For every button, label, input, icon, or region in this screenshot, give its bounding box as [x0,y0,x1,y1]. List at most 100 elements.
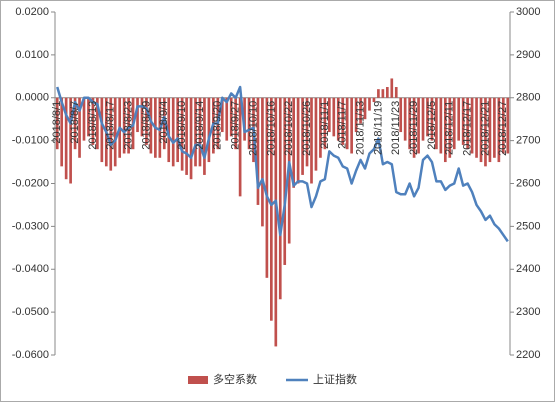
y-tick-label: -0.0400 [12,263,49,275]
bar [100,97,104,163]
x-tick-label: 2018/10/16 [265,101,277,156]
bar [354,97,358,133]
x-tick-label: 2018/8/23 [123,101,135,150]
bar [319,97,322,158]
bar [332,97,336,137]
bar [220,97,224,133]
y-tick-label: -0.0600 [12,349,49,361]
bar [109,97,113,171]
legend-label: 多空系数 [213,372,257,386]
bar [283,97,287,265]
bar [256,97,260,205]
bar [461,97,465,145]
x-tick-label: 2018/8/7 [69,101,81,144]
bar [73,97,77,150]
bar [261,97,264,227]
bar [394,87,398,98]
x-tick-label: 2018/12/5 [426,101,438,150]
bar [417,97,420,154]
bar [87,97,90,137]
bar [145,97,148,145]
bar [310,97,313,184]
bar [96,97,99,150]
bar [149,97,153,154]
bar [64,97,68,180]
y2-tick-label: 3000 [516,6,540,18]
bar [189,97,193,180]
y2-tick-label: 2900 [516,49,540,61]
x-tick-label: 2018/8/13 [87,101,99,150]
y2-tick-label: 2300 [516,306,540,318]
bar [136,97,139,133]
bar [377,89,380,98]
bar [140,97,144,137]
bar [421,97,425,141]
bar [403,97,407,141]
bar [479,97,483,163]
x-tick-label: 2018/12/21 [479,101,491,156]
bar [234,97,237,150]
y2-tick-label: 2600 [516,177,540,189]
bar [408,97,411,150]
bar [475,97,478,158]
bar [113,97,117,167]
bar [368,97,371,111]
bar [390,78,394,98]
x-tick-label: 2018/8/29 [140,101,152,150]
bar [247,97,251,150]
x-tick-label: 2018/11/1 [319,101,331,149]
bar [270,97,273,321]
x-tick-label: 2018/9/10 [176,101,188,150]
bar [274,97,278,347]
bar [501,97,505,154]
bar [198,97,202,167]
bar [328,97,331,133]
x-tick-label: 2018/10/22 [283,101,295,156]
x-tick-label: 2018/8/17 [105,101,117,150]
bar [122,97,126,154]
y2-tick-label: 2400 [516,263,540,275]
bar [412,97,416,158]
x-tick-label: 2018/9/27 [230,101,242,150]
bar [167,97,171,163]
bar [180,97,184,171]
bar [443,97,447,163]
x-tick-label: 2018/8/1 [51,101,63,144]
x-tick-label: 2018/11/29 [408,101,420,155]
bar [55,97,59,150]
bar [493,97,496,158]
bar [399,97,403,133]
bar [430,97,434,141]
bar [60,97,64,167]
bar [207,97,211,163]
bar [359,97,362,124]
bar [296,97,300,184]
y2-tick-label: 2200 [516,349,540,361]
x-tick-label: 2018/11/19 [372,101,384,155]
bar [336,97,340,141]
bar [506,97,510,154]
bar [350,97,353,154]
y2-tick-label: 2700 [516,135,540,147]
bar [363,97,367,120]
bar [203,97,206,175]
y-tick-label: 0.0000 [15,92,49,104]
bar [292,97,295,188]
bar [452,97,456,150]
bar [171,97,175,167]
legend-swatch [188,376,208,384]
x-tick-label: 2018/12/11 [444,101,456,155]
bar [243,97,246,141]
bar [323,97,327,150]
bar [82,97,86,141]
bar [470,97,474,154]
x-tick-label: 2018/12/27 [497,101,509,156]
x-tick-label: 2018/12/17 [462,101,474,156]
bar [162,97,166,150]
bar [466,97,469,150]
bar [381,89,385,98]
y2-tick-label: 2800 [516,92,540,104]
bar [305,97,309,167]
